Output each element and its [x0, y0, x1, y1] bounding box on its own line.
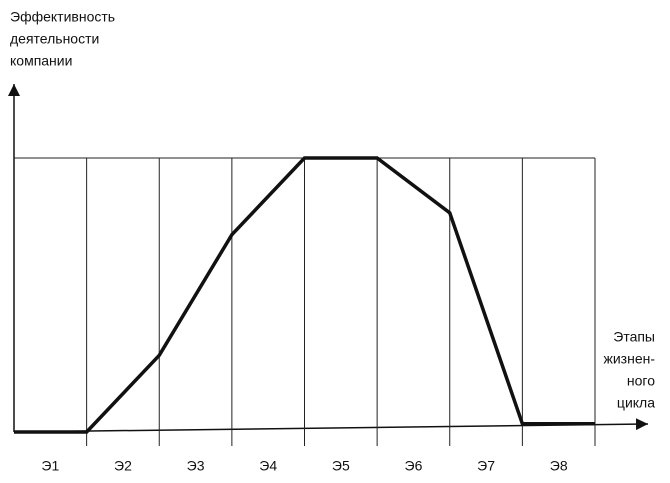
- y-axis-label: Эффективность: [10, 9, 115, 25]
- x-axis-label: ного: [627, 373, 655, 389]
- stage-label: Э1: [41, 458, 59, 474]
- stage-label: Э3: [187, 458, 205, 474]
- stage-label: Э6: [405, 458, 423, 474]
- x-axis-label: Этапы: [613, 329, 655, 345]
- y-axis-label: деятельности: [10, 31, 99, 47]
- x-axis-label: жизнен-: [603, 351, 655, 367]
- data-line: [14, 156, 595, 434]
- stage-label: Э5: [332, 458, 350, 474]
- stage-label: Э8: [550, 458, 568, 474]
- stage-label: Э7: [477, 458, 495, 474]
- stage-label: Э4: [259, 458, 277, 474]
- stage-label: Э2: [114, 458, 132, 474]
- y-axis-label: компании: [10, 53, 72, 69]
- x-axis-label: цикла: [617, 395, 655, 411]
